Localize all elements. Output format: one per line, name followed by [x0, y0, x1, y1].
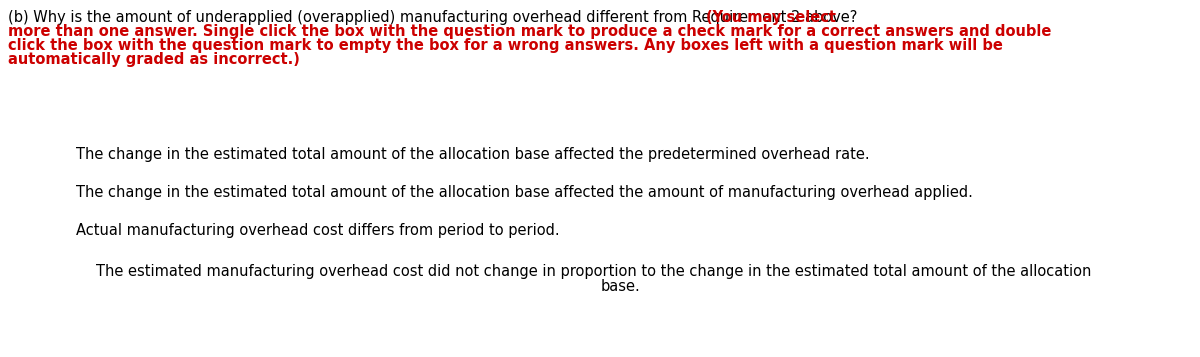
Text: (b) Why is the amount of underapplied (overapplied) manufacturing overhead diffe: (b) Why is the amount of underapplied (o… [8, 10, 862, 25]
Text: The change in the estimated total amount of the allocation base affected the pre: The change in the estimated total amount… [76, 147, 870, 162]
Text: ?: ? [59, 150, 67, 162]
Text: click the box with the question mark to empty the box for a wrong answers. Any b: click the box with the question mark to … [8, 38, 1003, 53]
Text: more than one answer. Single click the box with the question mark to produce a c: more than one answer. Single click the b… [8, 24, 1051, 39]
Text: The estimated manufacturing overhead cost did not change in proportion to the ch: The estimated manufacturing overhead cos… [96, 264, 1091, 279]
Text: ?: ? [59, 266, 67, 280]
Text: The change in the estimated total amount of the allocation base affected the amo: The change in the estimated total amount… [76, 185, 973, 200]
Text: ?: ? [59, 187, 67, 201]
Text: automatically graded as incorrect.): automatically graded as incorrect.) [8, 52, 300, 67]
Text: Actual manufacturing overhead cost differs from period to period.: Actual manufacturing overhead cost diffe… [76, 223, 559, 238]
Text: ?: ? [59, 226, 67, 238]
Text: (You may select: (You may select [706, 10, 836, 25]
Text: base.: base. [601, 279, 641, 294]
